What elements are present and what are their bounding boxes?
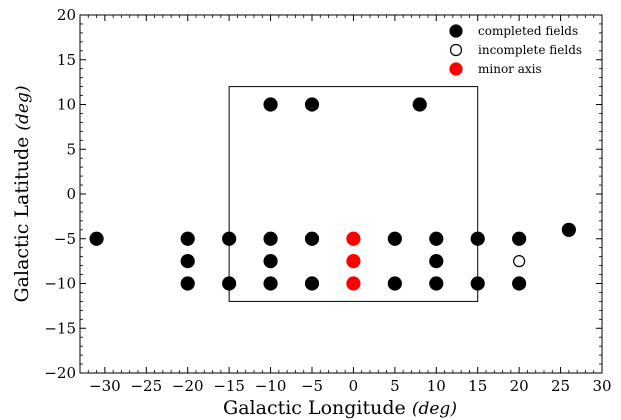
- data-points: [89, 97, 576, 291]
- legend-label: incomplete fields: [478, 43, 582, 57]
- completed-fields-point: [512, 231, 527, 246]
- legend-label: completed fields: [478, 24, 578, 38]
- x-tick-label: −30: [89, 377, 121, 395]
- y-tick-label: 5: [66, 140, 76, 158]
- y-tick-label: 10: [57, 96, 76, 114]
- minor-axis-point: [346, 276, 361, 291]
- completed-fields-point: [222, 231, 237, 246]
- completed-fields-point: [304, 231, 320, 246]
- y-tick-label: −20: [44, 364, 76, 382]
- x-tick-label: −15: [213, 377, 245, 395]
- legend: completed fields incomplete fields minor a…: [449, 24, 582, 76]
- completed-fields-point: [180, 254, 195, 269]
- y-tick-label: −15: [44, 319, 76, 337]
- completed-fields-point: [89, 231, 104, 246]
- completed-fields-point: [387, 276, 402, 291]
- y-tick-label: −5: [54, 230, 76, 248]
- incomplete-fields-point: [513, 255, 526, 268]
- x-tick-label: 15: [468, 377, 487, 395]
- completed-fields-point: [412, 97, 427, 112]
- region-rectangle: [228, 86, 479, 302]
- completed-fields-point: [304, 97, 320, 112]
- x-tick-label: 20: [510, 377, 529, 395]
- y-tick-label: 15: [57, 51, 76, 69]
- y-tick-label: −10: [44, 275, 76, 293]
- completed-fields-point: [429, 276, 444, 291]
- completed-fields-point: [429, 254, 444, 269]
- legend-marker: [449, 62, 463, 76]
- completed-fields-point: [304, 276, 320, 291]
- completed-fields-point: [263, 276, 278, 291]
- completed-fields-point: [561, 222, 576, 237]
- y-tick-label: 20: [57, 6, 76, 24]
- x-axis-label: Galactic Longitude (deg): [223, 397, 457, 419]
- completed-fields-point: [180, 231, 195, 246]
- plot-frame: [79, 14, 603, 374]
- x-tick-labels: −30 −25 −20 −15 −10 −5 0 5 10 15 20 25 30: [89, 377, 612, 395]
- completed-fields-point: [512, 276, 527, 291]
- completed-fields-point: [222, 276, 237, 291]
- y-axis-label: Galactic Latitude (deg): [11, 85, 33, 302]
- x-tick-label: −10: [255, 377, 287, 395]
- y-tick-labels: −20 −15 −10 −5 0 5 10 15 20: [44, 6, 76, 382]
- completed-fields-point: [429, 231, 444, 246]
- x-tick-label: 30: [592, 377, 611, 395]
- completed-fields-point: [180, 276, 195, 291]
- x-tick-label: −5: [301, 377, 323, 395]
- minor-axis-point: [346, 254, 361, 269]
- x-tick-label: 10: [427, 377, 446, 395]
- major-ticks: [80, 14, 603, 374]
- completed-fields-point: [387, 231, 402, 246]
- legend-marker: [449, 24, 463, 38]
- x-tick-label: −20: [172, 377, 204, 395]
- x-tick-label: −25: [130, 377, 162, 395]
- minor-axis-point: [346, 231, 361, 246]
- completed-fields-point: [263, 97, 278, 112]
- legend-marker: [449, 43, 463, 57]
- completed-fields-point: [263, 231, 278, 246]
- x-tick-label: 25: [551, 377, 570, 395]
- x-tick-label: 0: [349, 377, 359, 395]
- x-tick-label: 5: [390, 377, 400, 395]
- legend-label: minor axis: [478, 62, 542, 76]
- y-tick-label: 0: [66, 185, 76, 203]
- completed-fields-point: [470, 276, 485, 291]
- completed-fields-point: [263, 254, 278, 269]
- completed-fields-point: [470, 231, 485, 246]
